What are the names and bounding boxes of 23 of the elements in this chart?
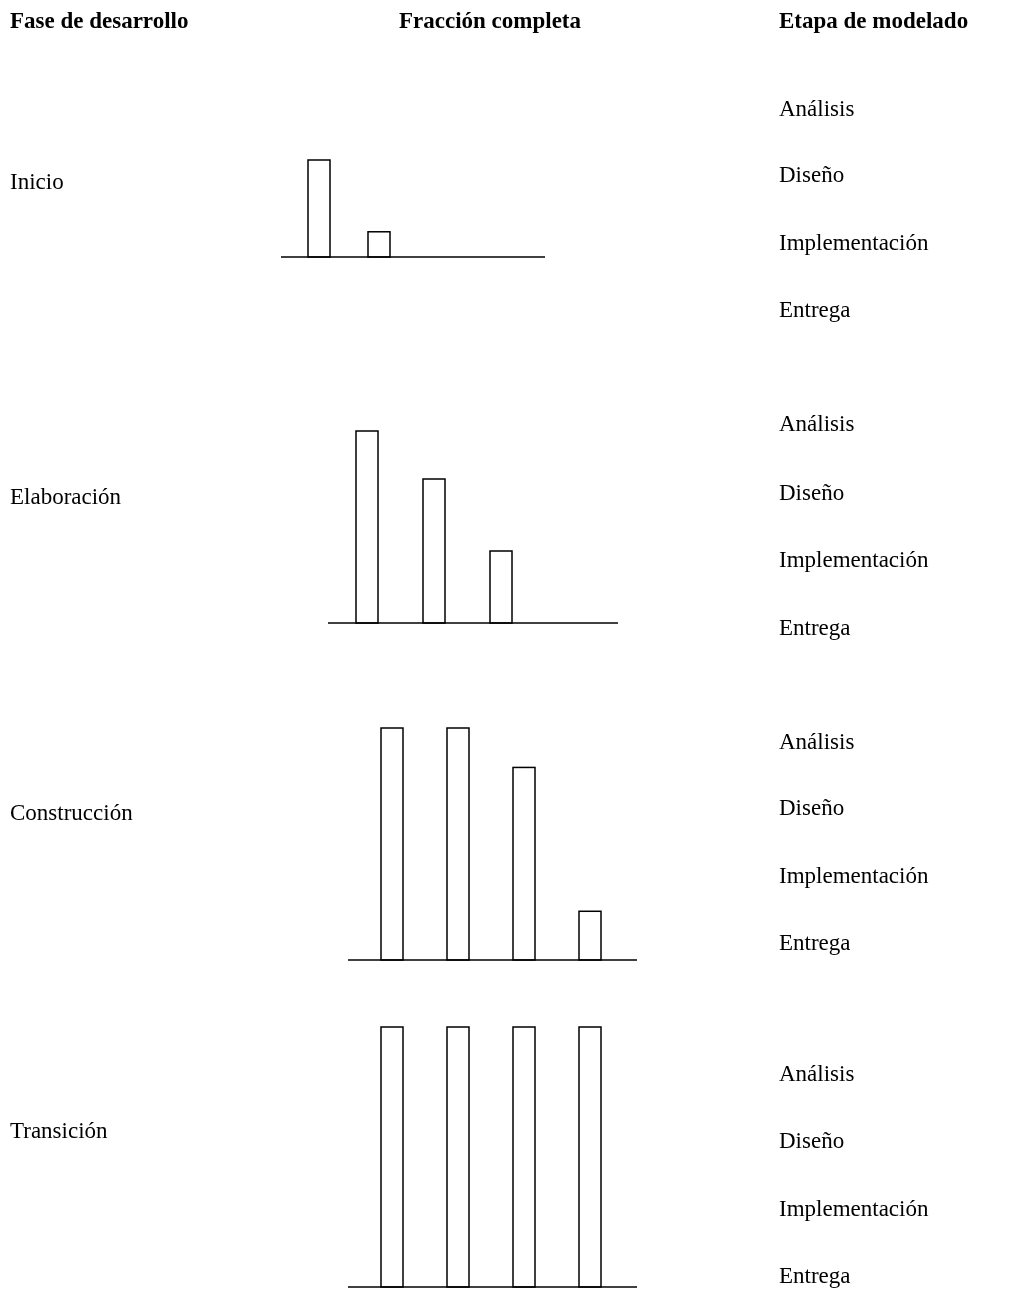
- text: Entrega: [779, 297, 851, 322]
- text: Análisis: [779, 729, 855, 754]
- text: Diseño: [779, 162, 845, 187]
- text: Fase de desarrollo: [10, 8, 189, 33]
- text: Fracción completa: [398, 8, 582, 33]
- text: Implementación: [779, 547, 929, 572]
- text: Diseño: [779, 1128, 845, 1153]
- text: Implementación: [779, 230, 929, 255]
- text: Entrega: [779, 930, 851, 955]
- text: Análisis: [779, 411, 855, 436]
- text: Implementación: [779, 863, 929, 888]
- text: Etapa de modelado: [779, 8, 969, 33]
- text: Diseño: [779, 795, 845, 820]
- text: Análisis: [779, 1061, 855, 1086]
- y-axis-title: Construcción: [10, 800, 134, 825]
- text: Análisis: [779, 96, 855, 121]
- text: Implementación: [779, 1196, 929, 1221]
- y-axis-title: Transición: [10, 1118, 109, 1143]
- text: Entrega: [779, 1263, 851, 1288]
- y-axis-title: Elaboración: [10, 484, 122, 509]
- y-axis-title: Inicio: [10, 169, 64, 194]
- text: Diseño: [779, 480, 845, 505]
- text: Entrega: [779, 615, 851, 640]
